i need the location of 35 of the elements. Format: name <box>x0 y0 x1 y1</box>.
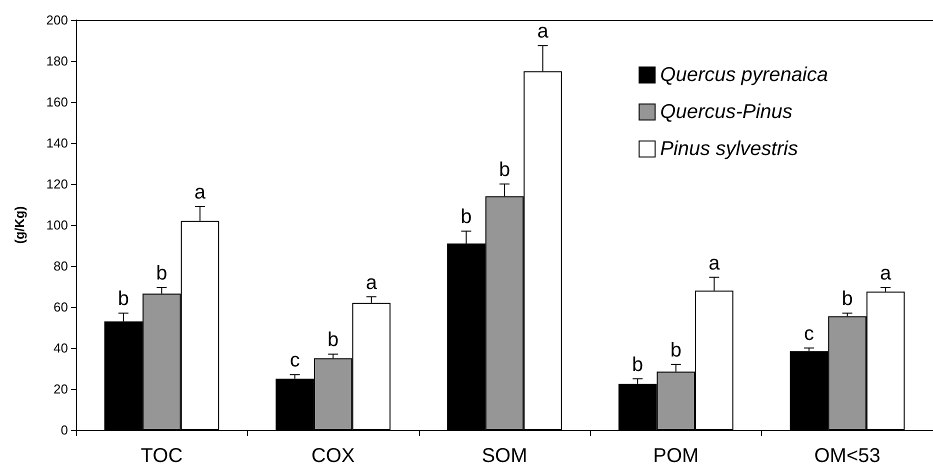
y-tick-label: 120 <box>46 176 68 192</box>
y-tick-label: 200 <box>46 12 68 28</box>
data-label: b <box>460 206 472 228</box>
y-tick-label: 40 <box>54 340 68 356</box>
data-label: b <box>632 354 644 376</box>
data-label: c <box>290 350 300 372</box>
y-tick-label: 80 <box>54 258 68 274</box>
data-label: b <box>156 262 168 285</box>
y-tick-label: 60 <box>54 300 68 314</box>
legend-label: Quercus pyrenaica <box>660 64 828 86</box>
x-tick-label: OM<53 <box>814 445 880 467</box>
x-tick-label: SOM <box>482 445 528 467</box>
y-tick-label: 20 <box>54 382 68 396</box>
data-label: c <box>804 323 814 345</box>
data-label: a <box>708 252 721 274</box>
data-label: b <box>670 339 682 362</box>
data-label: b <box>118 288 129 310</box>
data-label: a <box>194 182 206 204</box>
x-tick-label: POM <box>653 445 699 467</box>
legend-label: Quercus-Pinus <box>660 101 792 123</box>
y-tick-label: 0 <box>60 422 68 438</box>
data-label: a <box>366 272 378 294</box>
y-tick-label: 180 <box>46 54 68 68</box>
x-tick-label: TOC <box>140 445 183 467</box>
data-label: a <box>880 262 892 285</box>
y-axis-title: (g/Kg) <box>12 206 27 244</box>
legend-label: Pinus sylvestris <box>660 138 798 160</box>
y-tick-label: 140 <box>46 136 68 150</box>
data-label: b <box>498 159 510 181</box>
data-label: b <box>842 288 853 310</box>
data-label: b <box>328 329 339 352</box>
data-label: a <box>537 20 550 43</box>
x-tick-label: COX <box>311 445 355 467</box>
y-tick-label: 160 <box>46 94 68 110</box>
y-tick-label: 100 <box>46 218 68 232</box>
